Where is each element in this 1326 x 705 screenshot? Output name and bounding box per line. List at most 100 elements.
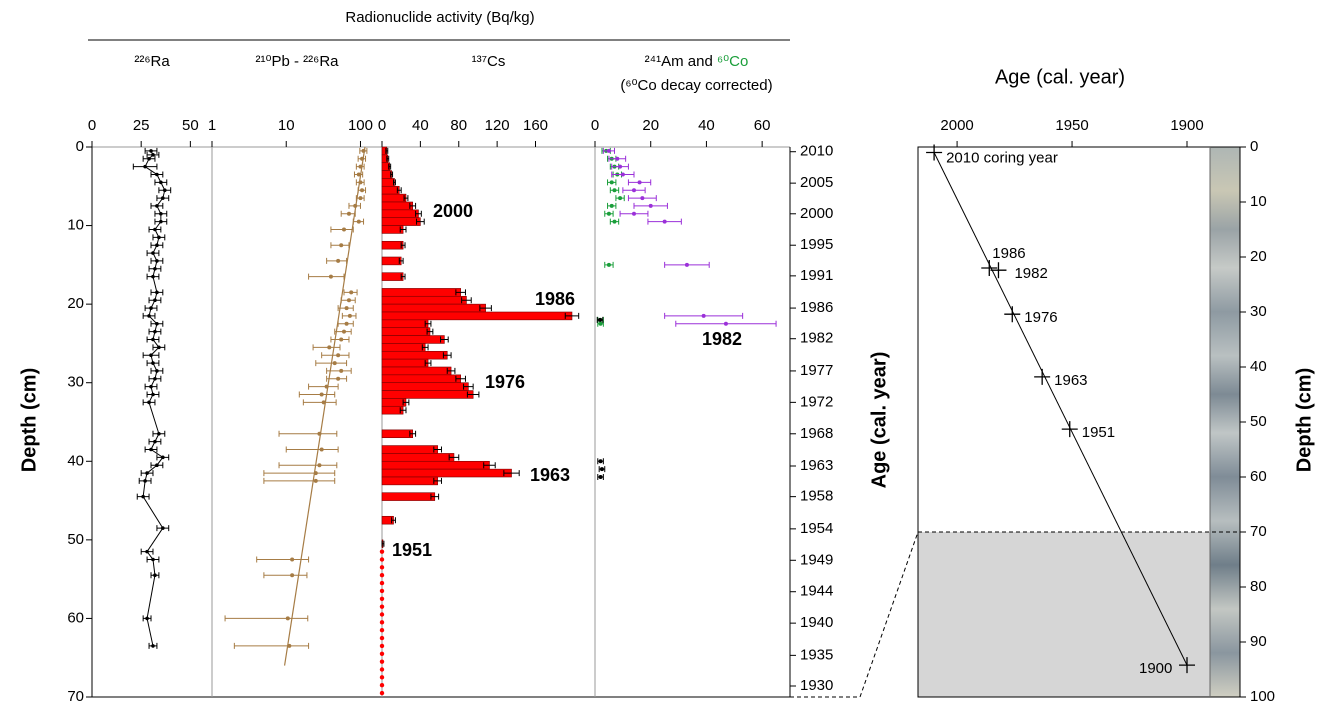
- error-bar: [403, 195, 409, 202]
- bar: [381, 390, 474, 399]
- bar: [381, 382, 469, 391]
- x-tick-label: 40: [698, 117, 715, 134]
- error-bar: [398, 257, 404, 264]
- point: [606, 148, 611, 153]
- panel-title: ²¹⁰Pb - ²²⁶Ra: [255, 53, 339, 70]
- age-tick-label: 1995: [800, 236, 833, 253]
- point: [379, 667, 385, 672]
- point: [606, 262, 611, 267]
- point: [701, 313, 706, 318]
- error-bar: [321, 352, 350, 359]
- error-bar: [424, 360, 432, 367]
- depth-tick-label: 60: [67, 609, 84, 626]
- error-bar: [466, 391, 480, 398]
- y-tick-label: 80: [1250, 578, 1267, 595]
- point: [157, 431, 161, 436]
- error-bar: [455, 289, 466, 296]
- point: [662, 219, 667, 224]
- point: [157, 235, 161, 240]
- x-tick-label: 40: [412, 117, 429, 134]
- point: [379, 604, 385, 609]
- error-bar: [312, 344, 341, 351]
- point: [145, 471, 149, 475]
- point: [346, 211, 351, 216]
- error-bar: [381, 540, 385, 547]
- point: [153, 329, 157, 334]
- annotation: 1986: [535, 289, 575, 309]
- point: [379, 635, 385, 641]
- age-point-label: 1900: [1139, 660, 1172, 677]
- point: [319, 392, 324, 397]
- age-tick-label: 1986: [800, 299, 833, 316]
- error-bar: [402, 399, 410, 406]
- point: [161, 526, 165, 530]
- point: [153, 573, 157, 578]
- point: [327, 345, 332, 350]
- point: [153, 227, 157, 232]
- error-bar: [433, 446, 442, 453]
- y-tick-label: 10: [1250, 193, 1267, 210]
- x-tick-label: 20: [642, 117, 659, 134]
- point: [151, 392, 155, 397]
- point: [615, 156, 620, 161]
- bar: [381, 453, 455, 462]
- point: [606, 211, 611, 216]
- depth-tick-label: 0: [76, 138, 84, 155]
- age-axis-label: Age (cal. year): [868, 352, 890, 489]
- error-bar: [503, 470, 520, 477]
- point: [598, 321, 603, 326]
- error-bar: [564, 312, 580, 319]
- age-point: [1179, 657, 1196, 674]
- point: [358, 180, 363, 185]
- point: [319, 447, 324, 452]
- bar: [381, 476, 438, 486]
- point: [379, 549, 385, 554]
- panel-title: ¹³⁷Cs: [472, 53, 506, 70]
- bar: [381, 256, 402, 266]
- point: [151, 644, 155, 648]
- y-tick-label: 100: [1250, 688, 1275, 705]
- error-bar: [415, 210, 422, 217]
- panel-title: ²⁴¹Am and ⁶⁰Co: [645, 53, 749, 70]
- point: [321, 400, 326, 405]
- point: [151, 337, 155, 342]
- point: [145, 549, 149, 554]
- error-bar: [326, 367, 352, 374]
- age-point: [926, 144, 943, 161]
- point: [153, 439, 157, 444]
- point: [287, 643, 292, 648]
- error-bar: [224, 615, 309, 622]
- point: [346, 298, 351, 303]
- point: [379, 596, 385, 601]
- x-tick-label: 25: [133, 117, 150, 134]
- point: [379, 620, 385, 625]
- point: [379, 588, 385, 594]
- x-tick-label: 0: [591, 117, 599, 134]
- error-bar: [448, 454, 460, 461]
- point: [151, 251, 155, 255]
- shaded-region: [918, 532, 1210, 697]
- bar: [381, 209, 419, 219]
- point: [317, 431, 322, 436]
- y-tick-label: 40: [1250, 358, 1267, 375]
- point: [313, 478, 318, 483]
- point: [155, 369, 159, 373]
- age-point: [1034, 368, 1051, 385]
- bar: [381, 468, 512, 478]
- point: [618, 164, 623, 169]
- error-bar: [483, 462, 496, 469]
- bar: [381, 185, 400, 195]
- point: [379, 628, 385, 633]
- error-bar: [298, 391, 336, 398]
- point: [155, 290, 159, 295]
- point: [328, 274, 333, 279]
- point: [379, 659, 385, 664]
- error-bar: [433, 477, 442, 484]
- point: [147, 400, 151, 405]
- y-tick-label: 90: [1250, 633, 1267, 650]
- point: [336, 376, 341, 381]
- error-bar: [463, 383, 474, 390]
- error-bar: [391, 517, 396, 524]
- age-tick-label: 1935: [800, 646, 833, 663]
- depth-tick-label: 10: [67, 217, 84, 234]
